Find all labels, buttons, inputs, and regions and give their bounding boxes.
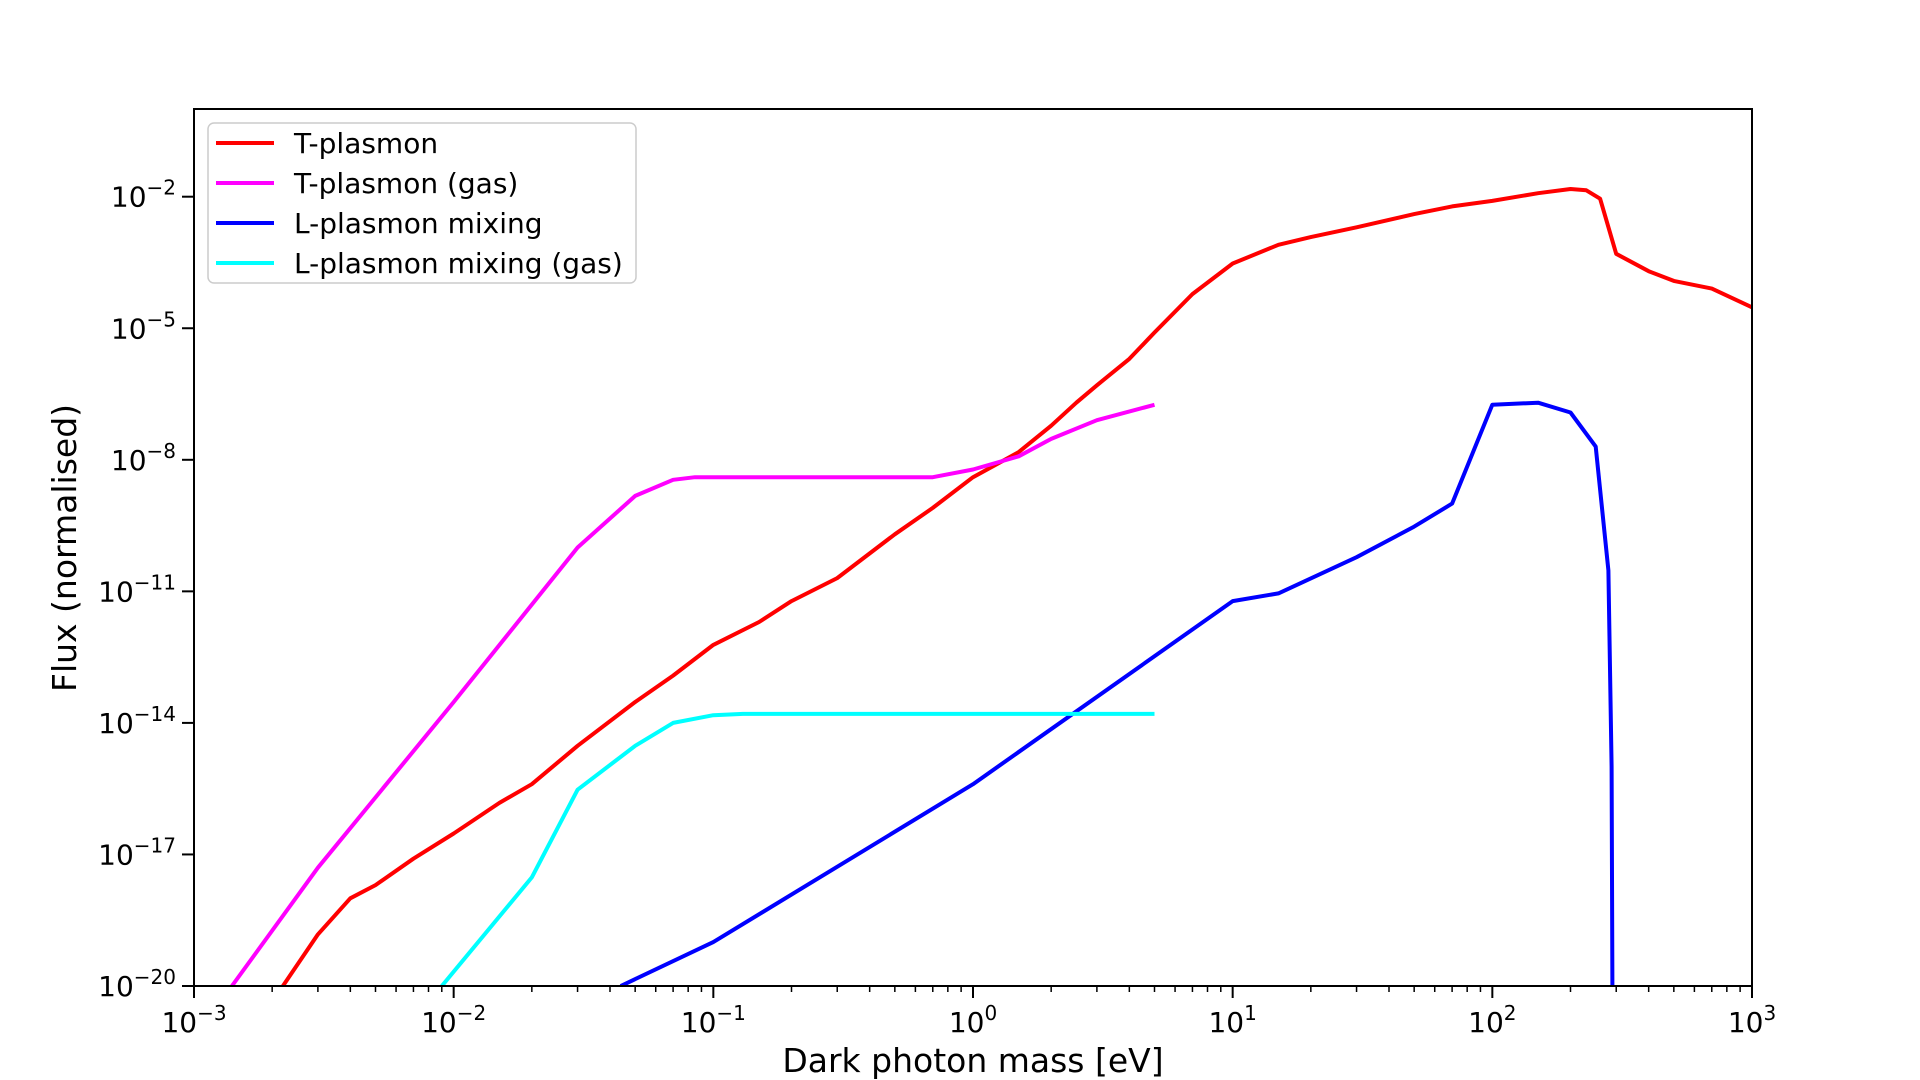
y-tick-label-exponent: −17 [134, 833, 176, 857]
x-tick-label-base: 10 [1208, 1006, 1244, 1039]
legend-box [207, 122, 637, 284]
y-tick-label: 10−11 [98, 570, 176, 608]
y-tick-label-exponent: −14 [134, 702, 176, 726]
y-tick-label-exponent: −11 [134, 570, 176, 594]
x-tick-label: 101 [1208, 1001, 1256, 1039]
series-line-1 [281, 187, 1752, 986]
y-tick-label-base: 10 [111, 181, 147, 214]
y-tick-label-base: 10 [111, 312, 147, 345]
x-tick-label-base: 10 [1728, 1006, 1764, 1039]
x-tick-label-exponent: −3 [197, 1001, 226, 1025]
y-axis-title: Flux (normalised) [45, 404, 84, 692]
x-tick-label-base: 10 [161, 1006, 197, 1039]
legend-label-1: T-plasmon [293, 127, 438, 160]
series-line-3 [619, 400, 1615, 986]
x-tick-label-base: 10 [421, 1006, 457, 1039]
legend: T-plasmon T-plasmon (gas) L-plasmon mixing… [207, 122, 637, 284]
y-tick-label-base: 10 [98, 575, 134, 608]
x-axis: 10−3 10−2 10−1 100 101 102 103 [161, 986, 1776, 1039]
series-layer [230, 187, 1752, 986]
x-tick-label-exponent: 2 [1504, 1001, 1517, 1025]
series-line-2 [230, 402, 1156, 986]
x-tick-label-base: 10 [681, 1006, 717, 1039]
y-tick-label-exponent: −20 [134, 965, 176, 989]
x-axis-title: Dark photon mass [eV] [782, 1041, 1163, 1080]
x-tick-label-exponent: 3 [1763, 1001, 1776, 1025]
x-tick-label: 102 [1468, 1001, 1516, 1039]
legend-label-3: L-plasmon mixing [294, 207, 543, 240]
y-tick-label: 10−17 [98, 833, 176, 871]
x-tick-label-exponent: −2 [457, 1001, 486, 1025]
x-tick-label-base: 10 [1468, 1006, 1504, 1039]
x-tick-label: 100 [949, 1001, 997, 1039]
y-tick-label: 10−2 [111, 176, 176, 214]
y-tick-label-base: 10 [111, 444, 147, 477]
series-line-4 [440, 711, 1155, 986]
y-tick-label: 10−8 [111, 439, 176, 477]
x-tick-label-base: 10 [949, 1006, 985, 1039]
y-tick-label: 10−5 [111, 307, 176, 345]
y-tick-label-base: 10 [98, 970, 134, 1003]
legend-label-2: T-plasmon (gas) [293, 167, 518, 200]
x-tick-label: 10−3 [161, 1001, 226, 1039]
legend-label-4: L-plasmon mixing (gas) [294, 247, 623, 280]
y-tick-label-exponent: −8 [147, 439, 176, 463]
y-tick-label-base: 10 [98, 838, 134, 871]
x-tick-label-exponent: 1 [1244, 1001, 1257, 1025]
y-tick-label-base: 10 [98, 707, 134, 740]
x-tick-label: 10−1 [681, 1001, 746, 1039]
x-tick-label: 10−2 [421, 1001, 486, 1039]
x-tick-label: 103 [1728, 1001, 1776, 1039]
x-tick-label-exponent: 0 [984, 1001, 997, 1025]
y-tick-label-exponent: −5 [147, 307, 176, 331]
y-tick-label-exponent: −2 [147, 176, 176, 200]
y-tick-label: 10−20 [98, 965, 176, 1003]
x-tick-label-exponent: −1 [716, 1001, 745, 1025]
y-tick-label: 10−14 [98, 702, 176, 740]
